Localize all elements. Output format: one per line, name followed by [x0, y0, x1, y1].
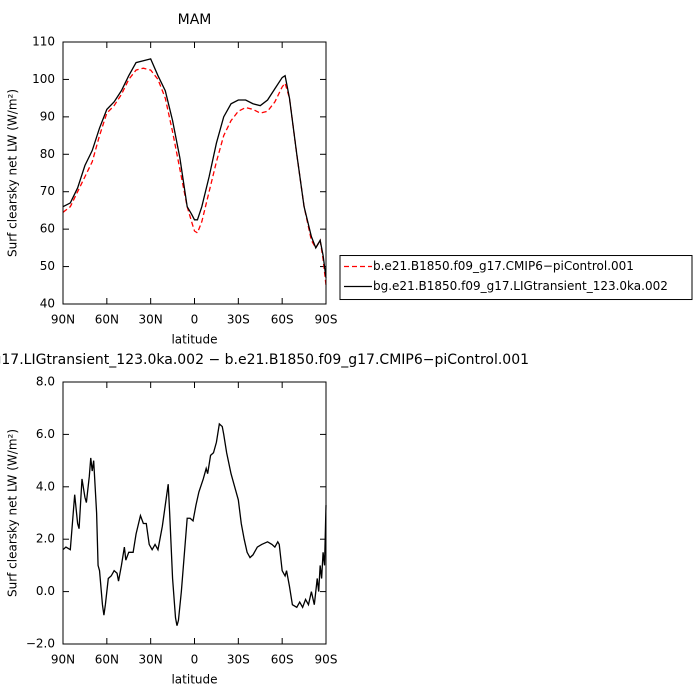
plot-frame	[62, 381, 327, 645]
y-tick-label: 100	[32, 72, 55, 86]
data-line	[62, 422, 327, 626]
x-tick-label: 0	[191, 313, 199, 327]
y-tick-label: 40	[40, 297, 55, 311]
x-tick-label: 60N	[95, 653, 119, 667]
data-line	[62, 67, 327, 286]
legend-box	[339, 255, 693, 301]
y-tick-label: 8.0	[36, 375, 55, 389]
x-tick-label: 90N	[51, 313, 75, 327]
data-line	[62, 58, 327, 278]
legend-label: bg.e21.B1850.f09_g17.LIGtransient_123.0k…	[373, 279, 668, 293]
x-tick-label: 60N	[95, 313, 119, 327]
y-axis-label: Surf clearsky net LW (W/m²)	[6, 429, 20, 597]
x-axis-label: latitude	[171, 673, 217, 687]
plot-frame	[62, 41, 327, 305]
legend-label: b.e21.B1850.f09_g17.CMIP6−piControl.001	[373, 259, 634, 273]
y-tick-label: 110	[32, 35, 55, 49]
chart-title: bg.e21.B1850.f09_g17.LIGtransient_123.0k…	[0, 352, 529, 368]
y-axis-label: Surf clearsky net LW (W/m²)	[6, 89, 20, 257]
x-tick-label: 60S	[271, 313, 294, 327]
y-tick-label: 90	[40, 109, 55, 123]
chart-title: MAM	[178, 12, 212, 28]
x-tick-label: 30N	[139, 653, 163, 667]
y-tick-label: 0.0	[36, 584, 55, 598]
y-tick-label: 2.0	[36, 532, 55, 546]
x-tick-label: 60S	[271, 653, 294, 667]
y-tick-label: 70	[40, 184, 55, 198]
x-axis-label: latitude	[171, 333, 217, 347]
y-tick-label: 6.0	[36, 427, 55, 441]
y-tick-label: 60	[40, 222, 55, 236]
y-tick-label: 4.0	[36, 479, 55, 493]
x-tick-label: 30S	[227, 313, 250, 327]
x-tick-label: 30S	[227, 653, 250, 667]
x-tick-label: 0	[191, 653, 199, 667]
y-tick-label: 50	[40, 259, 55, 273]
x-tick-label: 90S	[315, 653, 338, 667]
y-tick-label: −2.0	[26, 637, 55, 651]
x-tick-label: 90S	[315, 313, 338, 327]
x-tick-label: 30N	[139, 313, 163, 327]
x-tick-label: 90N	[51, 653, 75, 667]
y-tick-label: 80	[40, 147, 55, 161]
